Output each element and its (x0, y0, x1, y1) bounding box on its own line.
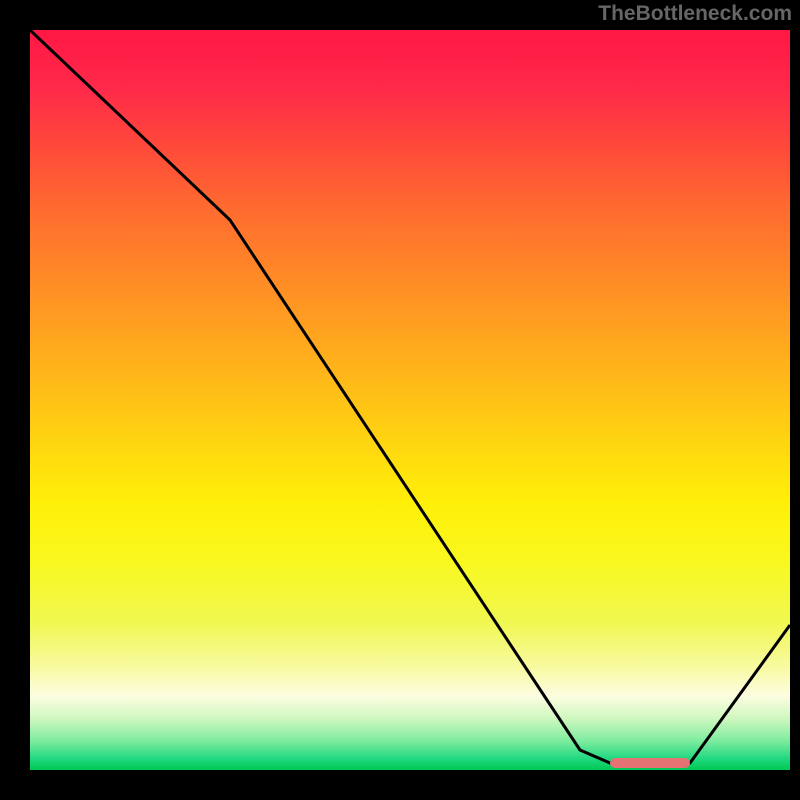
curve-line (30, 30, 790, 770)
watermark-text: TheBottleneck.com (598, 2, 792, 26)
optimal-range-marker (610, 758, 690, 768)
plot-area (30, 30, 790, 770)
chart-container: TheBottleneck.com (0, 0, 800, 800)
